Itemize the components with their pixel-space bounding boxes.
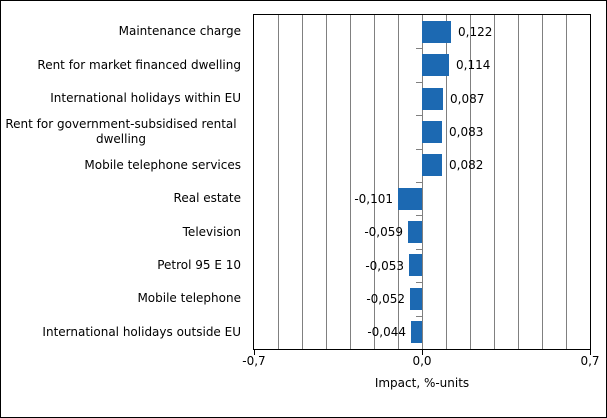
plot-area: 0,122 0,114 0,087 0,083 0,082 -0,101 -0,059 -0,… bbox=[253, 14, 591, 350]
gridline bbox=[542, 15, 543, 349]
bar bbox=[422, 54, 449, 76]
category-label-text: Mobile telephone services bbox=[84, 157, 241, 172]
bar bbox=[422, 21, 451, 43]
x-tick-label: 0,0 bbox=[412, 354, 432, 368]
category-label-text: Real estate bbox=[173, 191, 241, 206]
value-label: -0,044 bbox=[367, 325, 406, 340]
category-label-text: Maintenance charge bbox=[118, 24, 241, 39]
gridline bbox=[374, 15, 375, 349]
bar bbox=[422, 154, 442, 176]
gridline bbox=[470, 15, 471, 349]
category-label: Mobile telephone bbox=[1, 282, 241, 315]
gridline bbox=[518, 15, 519, 349]
x-axis-tick bbox=[422, 350, 423, 355]
bar bbox=[422, 88, 443, 110]
x-axis-tick bbox=[254, 350, 255, 355]
category-label: International holidays within EU bbox=[1, 82, 241, 115]
category-axis-tick bbox=[416, 215, 422, 216]
category-axis-tick bbox=[416, 82, 422, 83]
x-axis-tick bbox=[590, 350, 591, 355]
bar bbox=[398, 188, 422, 210]
value-label: 0,114 bbox=[456, 58, 491, 73]
category-label: Petrol 95 E 10 bbox=[1, 249, 241, 282]
category-label-text: Rent for market financed dwelling bbox=[37, 57, 241, 72]
value-label: -0,059 bbox=[364, 225, 403, 240]
value-label: 0,083 bbox=[449, 124, 484, 139]
x-axis-title: Impact, %-units bbox=[374, 376, 470, 390]
gridline bbox=[446, 15, 447, 349]
category-label: Maintenance charge bbox=[1, 15, 241, 48]
category-label-text: International holidays outside EU bbox=[42, 324, 241, 339]
category-label: International holidays outside EU bbox=[1, 316, 241, 349]
x-tick-label: 0,7 bbox=[580, 354, 600, 368]
value-label: -0,052 bbox=[366, 291, 405, 306]
category-axis-tick bbox=[416, 182, 422, 183]
category-axis-tick bbox=[416, 115, 422, 116]
gridline bbox=[494, 15, 495, 349]
gridline bbox=[278, 15, 279, 349]
category-label-text: Television bbox=[182, 224, 241, 239]
category-axis-tick bbox=[416, 249, 422, 250]
category-label-text: Rent for government-subsidised rental dw… bbox=[5, 116, 237, 146]
gridline bbox=[422, 15, 423, 349]
bar bbox=[422, 121, 442, 143]
gridline bbox=[398, 15, 399, 349]
category-axis-tick bbox=[416, 316, 422, 317]
category-label-text: International holidays within EU bbox=[50, 90, 241, 105]
bar bbox=[410, 288, 422, 310]
category-axis-tick bbox=[416, 282, 422, 283]
gridline bbox=[302, 15, 303, 349]
bar bbox=[411, 321, 422, 343]
x-tick-label: -0,7 bbox=[242, 354, 266, 368]
gridline bbox=[326, 15, 327, 349]
category-axis-tick bbox=[416, 48, 422, 49]
gridline bbox=[350, 15, 351, 349]
category-label-text: Petrol 95 E 10 bbox=[157, 257, 241, 272]
category-label: Rent for government-subsidised rental dw… bbox=[1, 115, 241, 148]
category-label: Mobile telephone services bbox=[1, 149, 241, 182]
value-label: 0,087 bbox=[450, 91, 485, 106]
category-label: Television bbox=[1, 215, 241, 248]
category-label: Rent for market financed dwelling bbox=[1, 48, 241, 81]
value-label: 0,122 bbox=[458, 24, 493, 39]
category-axis-tick bbox=[416, 149, 422, 150]
gridline bbox=[566, 15, 567, 349]
value-label: -0,101 bbox=[354, 191, 393, 206]
bar bbox=[408, 221, 422, 243]
value-label: 0,082 bbox=[449, 158, 484, 173]
category-label-text: Mobile telephone bbox=[137, 291, 241, 306]
category-label: Real estate bbox=[1, 182, 241, 215]
bar bbox=[409, 254, 422, 276]
value-label: -0,053 bbox=[365, 258, 404, 273]
